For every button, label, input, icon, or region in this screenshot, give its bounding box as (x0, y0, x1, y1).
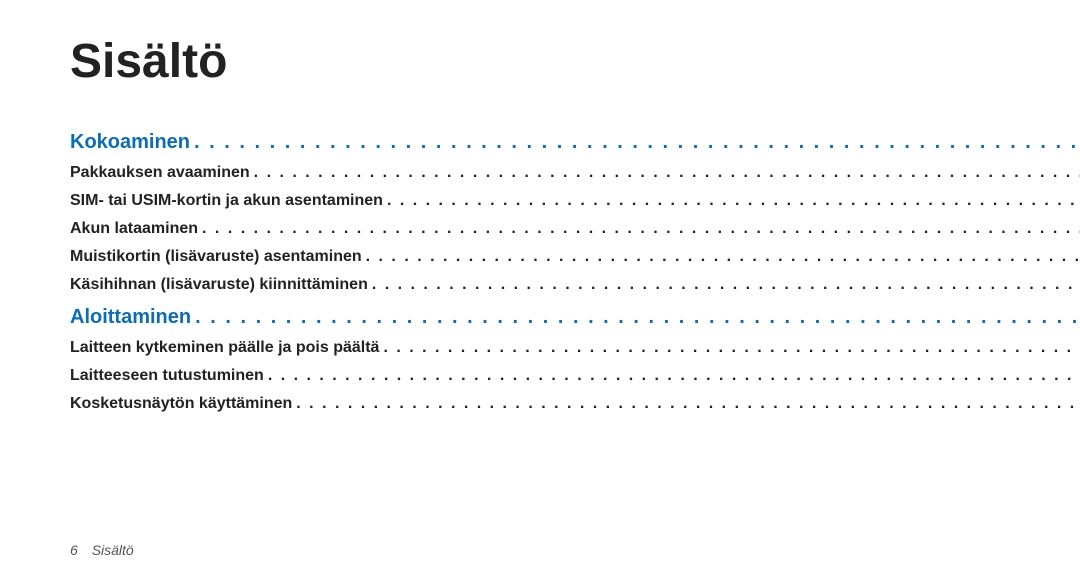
section-1-label: Aloittaminen (70, 306, 191, 329)
section-0-entry-2-leader: . . . . . . . . . . . . . . . . . . . . … (198, 220, 1080, 238)
section-0-entry-4-leader: . . . . . . . . . . . . . . . . . . . . … (368, 276, 1080, 294)
section-1-entry-2-label: Kosketusnäytön käyttäminen (70, 395, 292, 413)
section-1-leader: . . . . . . . . . . . . . . . . . . . . … (191, 306, 1080, 329)
section-0-entry-3-label: Muistikortin (lisävaruste) asentaminen (70, 248, 362, 266)
section-0-entry-3-leader: . . . . . . . . . . . . . . . . . . . . … (362, 248, 1080, 266)
left-column: Kokoaminen. . . . . . . . . . . . . . . … (70, 119, 1080, 423)
section-0-entry-4-label: Käsihihnan (lisävaruste) kiinnittäminen (70, 276, 368, 294)
section-1-entry-1-label: Laitteeseen tutustuminen (70, 367, 264, 385)
section-0-entry-1-leader: . . . . . . . . . . . . . . . . . . . . … (383, 192, 1080, 210)
section-0-entry-2[interactable]: Akun lataaminen. . . . . . . . . . . . .… (70, 220, 1080, 238)
footer-label: Sisältö (92, 542, 134, 558)
page-title: Sisältö (70, 34, 1010, 89)
section-1-entry-0-leader: . . . . . . . . . . . . . . . . . . . . … (379, 339, 1080, 357)
section-1-entry-2-leader: . . . . . . . . . . . . . . . . . . . . … (292, 395, 1080, 413)
section-0-entry-0-label: Pakkauksen avaaminen (70, 164, 250, 182)
section-1-entry-2[interactable]: Kosketusnäytön käyttäminen. . . . . . . … (70, 395, 1080, 413)
section-0-label: Kokoaminen (70, 131, 190, 154)
section-1-entry-0-label: Laitteen kytkeminen päälle ja pois päält… (70, 339, 379, 357)
section-1-entry-1-leader: . . . . . . . . . . . . . . . . . . . . … (264, 367, 1080, 385)
section-0-leader: . . . . . . . . . . . . . . . . . . . . … (190, 131, 1080, 154)
section-0-entry-3[interactable]: Muistikortin (lisävaruste) asentaminen. … (70, 248, 1080, 266)
toc-columns: Kokoaminen. . . . . . . . . . . . . . . … (70, 119, 1010, 423)
section-0-entry-1-label: SIM- tai USIM-kortin ja akun asentaminen (70, 192, 383, 210)
section-0[interactable]: Kokoaminen. . . . . . . . . . . . . . . … (70, 131, 1080, 154)
section-1-entry-1[interactable]: Laitteeseen tutustuminen. . . . . . . . … (70, 367, 1080, 385)
section-0-entry-0-leader: . . . . . . . . . . . . . . . . . . . . … (250, 164, 1080, 182)
section-1-entry-0[interactable]: Laitteen kytkeminen päälle ja pois päält… (70, 339, 1080, 357)
section-0-entry-4[interactable]: Käsihihnan (lisävaruste) kiinnittäminen.… (70, 276, 1080, 294)
section-0-entry-0[interactable]: Pakkauksen avaaminen. . . . . . . . . . … (70, 164, 1080, 182)
section-1[interactable]: Aloittaminen. . . . . . . . . . . . . . … (70, 306, 1080, 329)
section-0-entry-1[interactable]: SIM- tai USIM-kortin ja akun asentaminen… (70, 192, 1080, 210)
section-0-entry-2-label: Akun lataaminen (70, 220, 198, 238)
page-footer: 6 Sisältö (70, 542, 134, 558)
footer-page-number: 6 (70, 542, 78, 558)
